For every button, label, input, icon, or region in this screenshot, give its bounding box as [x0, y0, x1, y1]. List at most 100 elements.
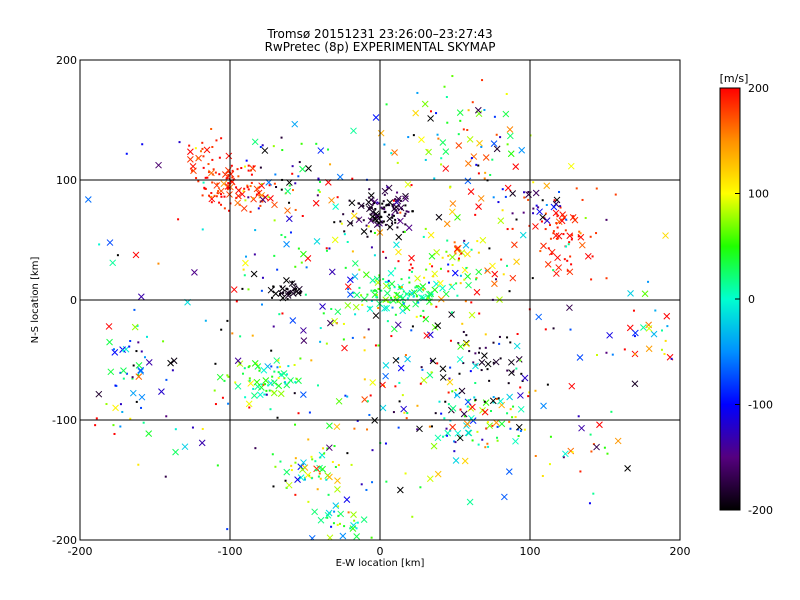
data-point: [226, 176, 229, 179]
data-point-cross: [327, 319, 334, 327]
data-point: [286, 373, 289, 376]
data-point-cross: [460, 410, 468, 418]
data-point: [329, 163, 332, 166]
data-point-cross: [395, 233, 403, 241]
data-point-cross: [491, 270, 499, 278]
data-point: [605, 218, 608, 221]
data-point: [342, 322, 345, 325]
data-point: [396, 161, 399, 164]
data-point: [477, 351, 480, 354]
data-point: [549, 435, 552, 438]
data-point: [485, 427, 488, 430]
data-point: [325, 342, 328, 345]
data-point: [383, 206, 386, 209]
data-point-cross: [270, 379, 278, 386]
data-point: [265, 393, 268, 396]
data-point: [394, 221, 397, 224]
data-point: [447, 391, 450, 394]
data-point: [419, 382, 422, 385]
data-point: [288, 201, 291, 204]
data-point: [253, 253, 256, 256]
data-point-cross: [326, 422, 333, 430]
data-point: [506, 369, 509, 372]
data-point: [532, 212, 535, 215]
data-point: [317, 189, 320, 192]
data-point: [234, 381, 237, 384]
data-point: [528, 391, 531, 394]
data-point-cross: [479, 236, 487, 244]
data-point: [247, 288, 250, 291]
data-point: [105, 403, 108, 406]
data-point: [402, 302, 405, 305]
data-point-cross: [509, 274, 517, 282]
data-point: [425, 268, 428, 271]
data-point: [121, 410, 124, 413]
data-point-cross: [578, 424, 585, 432]
data-point-cross: [446, 378, 454, 386]
data-point-cross: [253, 185, 261, 193]
data-point-cross: [506, 393, 514, 401]
y-tick-label: -100: [52, 414, 77, 427]
data-point: [245, 255, 248, 258]
data-point-cross: [397, 364, 405, 372]
data-point: [475, 163, 478, 166]
data-point-cross: [439, 365, 447, 373]
data-point: [515, 218, 518, 221]
data-point-cross: [271, 201, 278, 209]
data-point: [294, 182, 297, 185]
data-point: [133, 308, 136, 311]
data-point-cross: [552, 200, 560, 208]
data-point-cross: [491, 280, 498, 288]
data-point: [424, 227, 427, 230]
data-point: [297, 412, 300, 415]
data-point: [470, 157, 473, 160]
data-point-cross: [481, 408, 489, 416]
data-point-cross: [294, 476, 301, 483]
data-point: [497, 201, 500, 204]
data-point: [493, 115, 496, 118]
data-point-cross: [442, 165, 450, 172]
data-point: [469, 370, 472, 373]
data-point: [276, 268, 279, 271]
data-point: [411, 515, 414, 518]
data-point: [196, 157, 199, 160]
data-point: [304, 293, 307, 296]
data-point: [213, 389, 216, 392]
data-point: [263, 393, 266, 396]
data-point: [344, 266, 347, 269]
data-point: [294, 457, 297, 460]
data-point: [404, 354, 407, 357]
data-point: [412, 295, 415, 298]
data-point: [454, 389, 457, 392]
data-point: [199, 150, 202, 153]
data-point: [261, 183, 264, 186]
data-point-cross: [313, 238, 321, 245]
data-point-cross: [439, 284, 446, 292]
data-point: [268, 389, 271, 392]
data-point: [392, 411, 395, 414]
data-point: [218, 201, 221, 204]
data-point: [223, 195, 226, 198]
data-point: [261, 200, 264, 203]
data-point: [453, 241, 456, 244]
data-point: [317, 475, 320, 478]
data-point: [457, 257, 460, 260]
data-point: [377, 344, 380, 347]
data-point: [447, 403, 450, 406]
data-point: [387, 204, 390, 207]
data-point-cross: [433, 249, 441, 256]
data-point: [455, 282, 458, 285]
data-point: [362, 219, 365, 222]
data-point: [439, 267, 442, 270]
data-point: [572, 215, 575, 218]
data-point: [491, 424, 494, 427]
data-point-cross: [645, 325, 653, 332]
data-point: [410, 184, 413, 187]
data-point: [357, 202, 360, 205]
data-point-cross: [464, 160, 472, 167]
data-point-cross: [235, 192, 242, 200]
data-point-cross: [350, 511, 357, 518]
data-point: [377, 307, 380, 310]
data-point: [240, 167, 243, 170]
